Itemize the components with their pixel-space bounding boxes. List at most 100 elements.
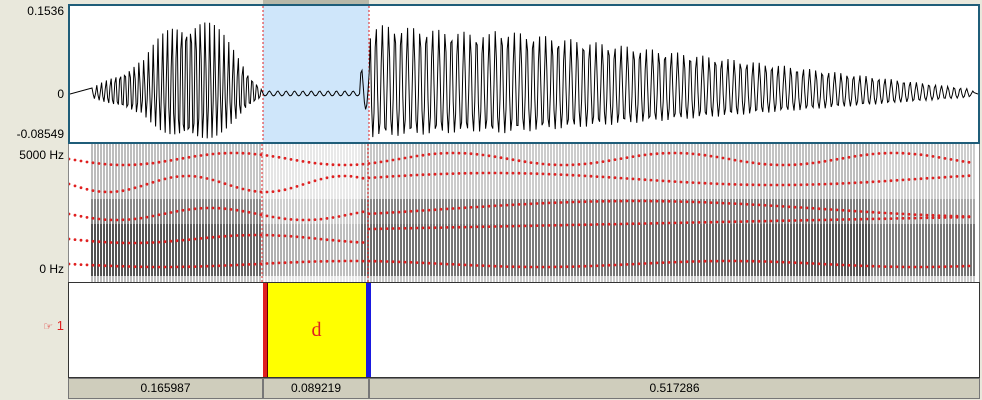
formant-dot bbox=[733, 220, 737, 224]
selection-highlight[interactable] bbox=[263, 6, 369, 142]
formant-dot bbox=[733, 202, 737, 205]
spectrogram-column bbox=[964, 224, 966, 276]
formant-dot bbox=[481, 171, 485, 175]
formant-dot bbox=[289, 234, 293, 238]
spectrogram-column bbox=[625, 224, 627, 276]
spectrogram-column bbox=[565, 199, 567, 224]
spectrogram-column bbox=[628, 144, 630, 282]
formant-dot bbox=[565, 173, 569, 177]
spectrogram-column bbox=[715, 199, 717, 224]
formant-dot bbox=[769, 204, 773, 207]
formant-dot bbox=[199, 265, 203, 268]
spectrogram-column bbox=[643, 199, 645, 224]
formant-dot bbox=[511, 171, 515, 175]
formant-dot bbox=[229, 263, 233, 267]
spectrogram-column bbox=[622, 199, 624, 224]
spectrogram-column bbox=[931, 224, 933, 276]
formant-dot bbox=[517, 171, 521, 175]
spectrogram-column bbox=[742, 199, 744, 224]
spectrogram-column bbox=[115, 199, 117, 224]
spectrogram-column bbox=[169, 199, 171, 224]
spectrogram-column bbox=[400, 199, 402, 224]
formant-dot bbox=[901, 151, 905, 155]
spectrogram-column bbox=[301, 224, 303, 276]
formant-dot bbox=[403, 210, 407, 214]
formant-dot bbox=[169, 211, 173, 214]
textgrid-tier[interactable]: d bbox=[68, 282, 980, 378]
formant-dot bbox=[655, 199, 659, 203]
formant-dot bbox=[181, 208, 185, 212]
formant-dot bbox=[607, 222, 611, 226]
spectrogram-column bbox=[538, 199, 540, 224]
spectrogram-column bbox=[382, 199, 384, 224]
interval-left-boundary[interactable] bbox=[263, 283, 268, 377]
spectrogram-column bbox=[901, 199, 903, 224]
frequency-max-label: 5000 Hz bbox=[19, 148, 64, 162]
formant-dot bbox=[847, 209, 851, 213]
spectrogram-column bbox=[433, 224, 435, 276]
formant-dot bbox=[505, 265, 509, 268]
formant-dot bbox=[523, 224, 527, 228]
duration-bar: 0.165987 0.089219 0.517286 bbox=[68, 378, 980, 400]
interval-label[interactable]: d bbox=[311, 319, 322, 341]
spectrogram-column bbox=[751, 224, 753, 276]
formant-dot bbox=[733, 158, 737, 162]
spectrogram-column bbox=[973, 144, 975, 282]
spectrogram-column bbox=[373, 199, 375, 224]
spectrogram-column bbox=[265, 144, 267, 282]
duration-before-selection[interactable]: 0.165987 bbox=[68, 378, 263, 399]
spectrogram-column bbox=[802, 144, 804, 282]
duration-after-selection[interactable]: 0.517286 bbox=[369, 378, 980, 399]
formant-dot bbox=[859, 154, 863, 157]
spectrogram-column bbox=[754, 144, 756, 282]
duration-selection[interactable]: 0.089219 bbox=[263, 378, 369, 399]
waveform-panel[interactable] bbox=[68, 4, 980, 144]
formant-dot bbox=[433, 262, 437, 265]
formant-dot bbox=[877, 265, 881, 268]
spectrogram-column bbox=[832, 224, 834, 276]
spectrogram-column bbox=[952, 199, 954, 224]
formant-dot bbox=[691, 152, 695, 156]
formant-dot bbox=[193, 237, 197, 241]
formant-dot bbox=[157, 213, 161, 217]
formant-dot bbox=[739, 183, 743, 186]
formant-dot bbox=[211, 235, 215, 239]
spectrogram-column bbox=[787, 144, 789, 282]
spectrogram-column bbox=[652, 199, 654, 224]
spectrogram-column bbox=[256, 144, 258, 282]
formant-dot bbox=[937, 265, 941, 269]
spectrogram-column bbox=[589, 224, 591, 276]
spectrogram-column bbox=[670, 224, 672, 276]
spectrogram-column bbox=[832, 144, 834, 282]
spectrogram-column bbox=[928, 144, 930, 282]
spectrogram-column bbox=[466, 199, 468, 224]
spectrogram-column bbox=[211, 224, 213, 276]
spectrogram-column bbox=[124, 144, 126, 282]
spectrogram-column bbox=[628, 224, 630, 276]
spectrogram-column bbox=[571, 144, 573, 282]
formant-dot bbox=[121, 218, 125, 222]
spectrogram-panel[interactable] bbox=[68, 144, 980, 282]
formant-dot bbox=[703, 153, 707, 157]
formant-dot bbox=[391, 227, 395, 230]
spectrogram-column bbox=[145, 199, 147, 224]
formant-dot bbox=[69, 212, 71, 216]
spectrogram-column bbox=[925, 199, 927, 224]
spectrogram-column bbox=[859, 144, 861, 282]
formant-dot bbox=[307, 260, 311, 264]
formant-dot bbox=[841, 208, 845, 212]
spectrogram-column bbox=[913, 144, 915, 282]
formant-dot bbox=[595, 223, 599, 226]
formant-dot bbox=[151, 161, 155, 165]
formant-dot bbox=[865, 153, 869, 157]
spectrogram-column bbox=[493, 199, 495, 224]
interval-highlight[interactable] bbox=[263, 283, 369, 377]
interval-right-boundary[interactable] bbox=[366, 283, 371, 377]
tier-label[interactable]: ☞ 1 bbox=[0, 318, 64, 333]
spectrogram-column bbox=[385, 199, 387, 224]
formant-dot bbox=[775, 219, 779, 223]
spectrogram-column bbox=[667, 144, 669, 282]
spectrogram-column bbox=[184, 199, 186, 224]
formant-dot bbox=[337, 239, 341, 243]
formant-dot bbox=[151, 241, 155, 244]
